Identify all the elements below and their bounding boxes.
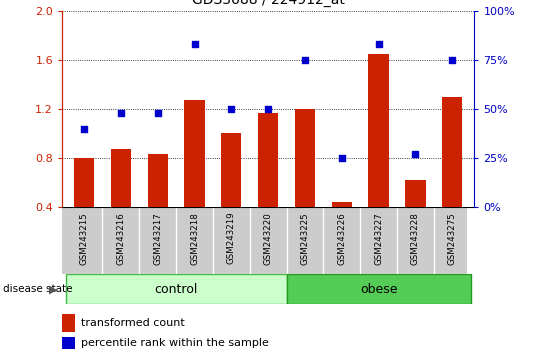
Bar: [405, 180, 425, 207]
Text: percentile rank within the sample: percentile rank within the sample: [81, 338, 269, 348]
Point: [154, 110, 162, 116]
Text: GSM243219: GSM243219: [227, 212, 236, 264]
Point: [301, 57, 309, 63]
Bar: [442, 97, 462, 207]
Text: GSM243225: GSM243225: [300, 212, 309, 264]
Text: GSM243218: GSM243218: [190, 212, 199, 264]
Text: GSM243275: GSM243275: [448, 212, 457, 264]
Text: control: control: [155, 283, 198, 296]
Title: GDS3688 / 224912_at: GDS3688 / 224912_at: [192, 0, 344, 7]
Text: GSM243215: GSM243215: [80, 212, 88, 264]
Bar: [184, 100, 205, 207]
Bar: [111, 149, 131, 207]
Point: [264, 106, 273, 112]
Point: [116, 110, 125, 116]
Point: [411, 151, 420, 157]
Bar: [74, 158, 94, 207]
Text: transformed count: transformed count: [81, 318, 184, 328]
Bar: [66, 274, 287, 304]
Text: obese: obese: [360, 283, 397, 296]
Bar: [148, 154, 168, 207]
Bar: [295, 109, 315, 207]
Point: [374, 41, 383, 47]
Bar: [221, 133, 241, 207]
Text: ▶: ▶: [49, 284, 57, 295]
Text: GSM243220: GSM243220: [264, 212, 273, 264]
Bar: [62, 337, 75, 349]
Point: [448, 57, 457, 63]
Bar: [287, 274, 471, 304]
Text: GSM243227: GSM243227: [374, 212, 383, 264]
Bar: [258, 113, 278, 207]
Bar: [369, 53, 389, 207]
Bar: [62, 314, 75, 332]
Text: GSM243228: GSM243228: [411, 212, 420, 264]
Text: GSM243216: GSM243216: [116, 212, 126, 264]
Text: GSM243226: GSM243226: [337, 212, 346, 264]
Text: disease state: disease state: [3, 284, 72, 295]
Point: [80, 126, 88, 131]
Point: [337, 155, 346, 161]
Bar: [331, 202, 352, 207]
Point: [190, 41, 199, 47]
Point: [227, 106, 236, 112]
Text: GSM243217: GSM243217: [153, 212, 162, 264]
